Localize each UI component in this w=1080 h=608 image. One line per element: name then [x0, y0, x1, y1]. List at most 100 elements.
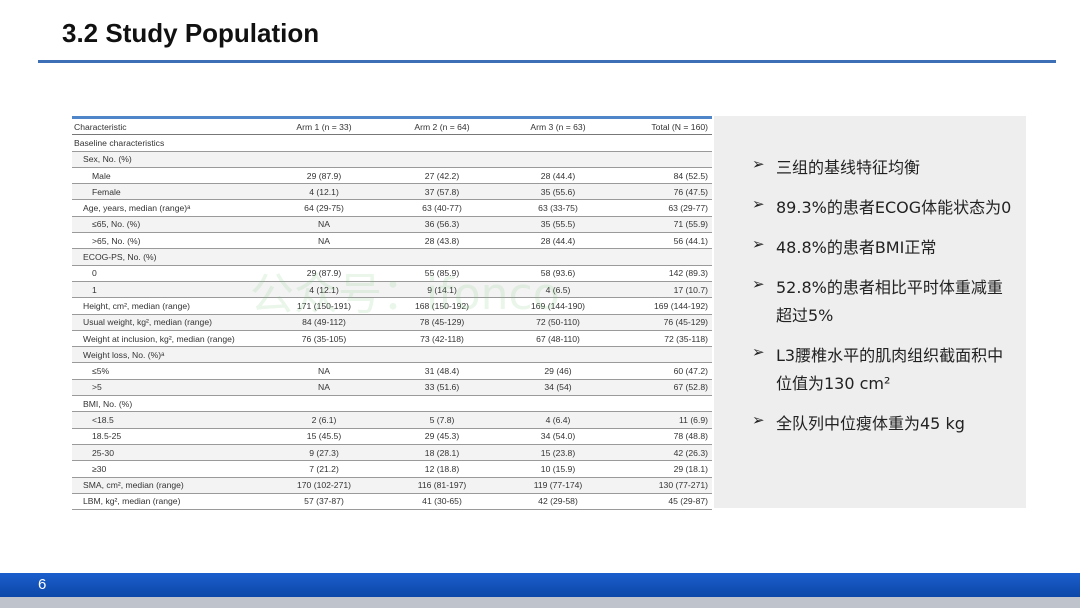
- row-label: >5: [72, 379, 264, 396]
- table-row: BMI, No. (%): [72, 395, 712, 412]
- table-cell: 171 (150-191): [264, 297, 384, 315]
- footer-bar-shadow: [0, 597, 1080, 608]
- summary-bullet: ➢ L3腰椎水平的肌肉组织截面积中位值为130 cm²: [752, 342, 1014, 398]
- table-row: 0 29 (87.9) 55 (85.9) 58 (93.6) 142 (89.3): [72, 265, 712, 282]
- table-cell: [500, 395, 616, 412]
- arrow-bullet-icon: ➢: [752, 343, 765, 361]
- table-cell: 15 (45.5): [264, 428, 384, 445]
- table-cell: [264, 346, 384, 363]
- table-cell: 58 (93.6): [500, 265, 616, 282]
- row-label: 0: [72, 265, 264, 282]
- table-cell: 29 (45.3): [384, 428, 500, 445]
- table-cell: 28 (43.8): [384, 232, 500, 249]
- table-row: Height, cm², median (range) 171 (150-191)…: [72, 297, 712, 315]
- table-cell: 11 (6.9): [616, 411, 712, 429]
- table-cell: [500, 151, 616, 168]
- row-label: Weight at inclusion, kg², median (range): [72, 330, 264, 347]
- table-cell: 76 (35-105): [264, 330, 384, 347]
- summary-bullet-list: ➢ 三组的基线特征均衡 ➢ 89.3%的患者ECOG体能状态为0 ➢ 48.8%的患者BM…: [752, 154, 1014, 450]
- table-cell: 67 (52.8): [616, 379, 712, 396]
- slide-title: 3.2 Study Population: [62, 18, 320, 48]
- table-cell: 5 (7.8): [384, 411, 500, 429]
- table-cell: 78 (45-129): [384, 314, 500, 331]
- table-cell: 130 (77-271): [616, 477, 712, 494]
- table-cell: [616, 134, 712, 152]
- table-cell: 142 (89.3): [616, 265, 712, 282]
- table-cell: 67 (48-110): [500, 330, 616, 347]
- table-cell: 64 (29-75): [264, 199, 384, 217]
- table-cell: 29 (46): [500, 362, 616, 380]
- table-cell: 35 (55.6): [500, 183, 616, 200]
- table-cell: 34 (54): [500, 379, 616, 396]
- arrow-bullet-icon: ➢: [752, 195, 765, 213]
- table-cell: [264, 395, 384, 412]
- table-cell: NA: [264, 216, 384, 233]
- row-label: 25-30: [72, 444, 264, 461]
- table-cell: 4 (12.1): [264, 183, 384, 200]
- summary-panel: ➢ 三组的基线特征均衡 ➢ 89.3%的患者ECOG体能状态为0 ➢ 48.8%的患者BM…: [714, 116, 1026, 508]
- table-cell: 7 (21.2): [264, 460, 384, 478]
- summary-bullet-text: L3腰椎水平的肌肉组织截面积中位值为130 cm²: [776, 346, 1004, 393]
- table-cell: 34 (54.0): [500, 428, 616, 445]
- row-label: Sex, No. (%): [72, 151, 264, 168]
- table-cell: 76 (45-129): [616, 314, 712, 331]
- table-cell: NA: [264, 362, 384, 380]
- table-cell: 29 (87.9): [264, 265, 384, 282]
- summary-bullet: ➢ 52.8%的患者相比平时体重减重超过5%: [752, 274, 1014, 330]
- table-row: Weight loss, No. (%)ᵃ: [72, 346, 712, 363]
- table-cell: [616, 346, 712, 363]
- table-cell: [384, 134, 500, 152]
- arrow-bullet-icon: ➢: [752, 155, 765, 173]
- row-label: Female: [72, 183, 264, 200]
- table-cell: 35 (55.5): [500, 216, 616, 233]
- arrow-bullet-icon: ➢: [752, 275, 765, 293]
- column-header-arm-2: Arm 2 (n = 64): [414, 121, 470, 132]
- table-row: >65, No. (%) NA 28 (43.8) 28 (44.4) 56 (44.1…: [72, 232, 712, 249]
- summary-bullet-text: 52.8%的患者相比平时体重减重超过5%: [776, 278, 1003, 325]
- table-cell: 55 (85.9): [384, 265, 500, 282]
- table-cell: 33 (51.6): [384, 379, 500, 396]
- table-cell: [500, 248, 616, 266]
- table-cell: 15 (23.8): [500, 444, 616, 461]
- summary-bullet: ➢ 全队列中位瘦体重为45 kg: [752, 410, 1014, 438]
- table-cell: 4 (6.4): [500, 411, 616, 429]
- table-cell: NA: [264, 232, 384, 249]
- table-cell: 2 (6.1): [264, 411, 384, 429]
- table-cell: 78 (48.8): [616, 428, 712, 445]
- row-label: ≤5%: [72, 362, 264, 380]
- table-header-row: Characteristic Arm 1 (n = 33) Arm 2 (n =…: [72, 117, 712, 135]
- table-cell: 170 (102-271): [264, 477, 384, 494]
- table-cell: 31 (48.4): [384, 362, 500, 380]
- row-label: >65, No. (%): [72, 232, 264, 249]
- table-cell: [616, 151, 712, 168]
- row-label: Age, years, median (range)ᵃ: [72, 199, 264, 217]
- table-cell: 63 (29-77): [616, 199, 712, 217]
- table-cell: 4 (12.1): [264, 281, 384, 298]
- table-cell: 84 (52.5): [616, 167, 712, 184]
- table-cell: [264, 248, 384, 266]
- summary-bullet-text: 全队列中位瘦体重为45 kg: [776, 414, 965, 433]
- table-cell: 29 (18.1): [616, 460, 712, 478]
- summary-bullet: ➢ 三组的基线特征均衡: [752, 154, 1014, 182]
- table-cell: 169 (144-192): [616, 297, 712, 315]
- table-cell: [384, 395, 500, 412]
- title-divider: [38, 60, 1056, 63]
- page-number: 6: [38, 576, 47, 593]
- table-cell: 168 (150-192): [384, 297, 500, 315]
- baseline-characteristics-table: Characteristic Arm 1 (n = 33) Arm 2 (n =…: [72, 116, 712, 510]
- column-header-arm-1: Arm 1 (n = 33): [296, 121, 352, 132]
- table-cell: 17 (10.7): [616, 281, 712, 298]
- table-cell: 36 (56.3): [384, 216, 500, 233]
- table-cell: 28 (44.4): [500, 167, 616, 184]
- table-cell: 29 (87.9): [264, 167, 384, 184]
- table-cell: 27 (42.2): [384, 167, 500, 184]
- table-row: ≤65, No. (%) NA 36 (56.3) 35 (55.5) 71 (55.9…: [72, 216, 712, 233]
- row-label: Male: [72, 167, 264, 184]
- table-cell: 10 (15.9): [500, 460, 616, 478]
- table-row: Age, years, median (range)ᵃ 64 (29-75) 63 …: [72, 199, 712, 217]
- table-cell: 71 (55.9): [616, 216, 712, 233]
- column-header-total: Total (N = 160): [651, 121, 708, 132]
- row-label: ≤65, No. (%): [72, 216, 264, 233]
- table-body: Baseline characteristics Sex, No. (%) Male…: [72, 134, 712, 510]
